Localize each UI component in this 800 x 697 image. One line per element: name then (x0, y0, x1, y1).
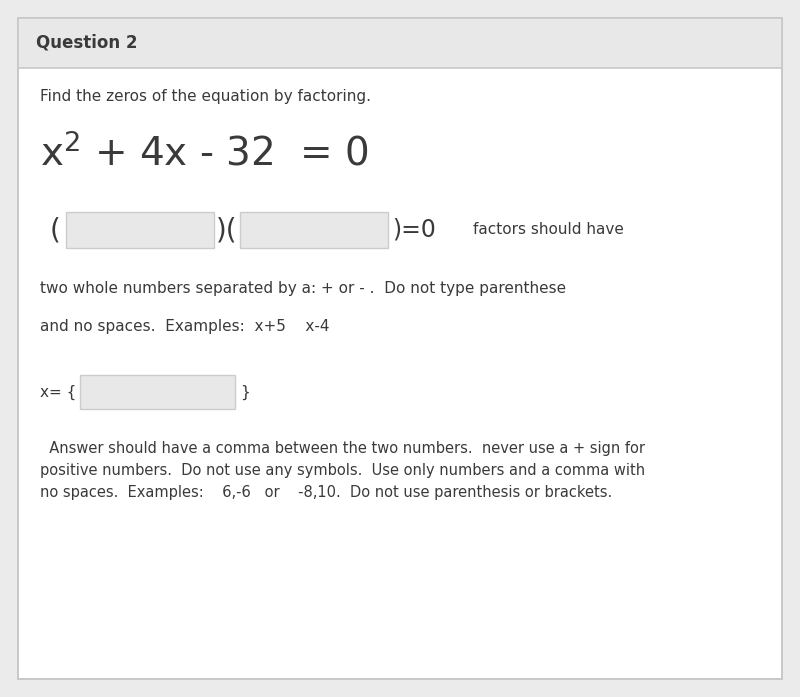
Text: }: } (240, 385, 250, 399)
Text: x= {: x= { (40, 385, 76, 399)
Text: )=0: )=0 (392, 218, 436, 242)
Text: two whole numbers separated by a: + or - .  Do not type parenthese: two whole numbers separated by a: + or -… (40, 282, 566, 296)
FancyBboxPatch shape (66, 212, 214, 248)
Text: positive numbers.  Do not use any symbols.  Use only numbers and a comma with: positive numbers. Do not use any symbols… (40, 464, 645, 479)
Text: )(: )( (216, 216, 238, 244)
Text: no spaces.  Examples:    6,-6   or    -8,10.  Do not use parenthesis or brackets: no spaces. Examples: 6,-6 or -8,10. Do n… (40, 486, 612, 500)
FancyBboxPatch shape (18, 18, 782, 68)
Text: factors should have: factors should have (473, 222, 624, 238)
FancyBboxPatch shape (80, 375, 235, 409)
Text: Question 2: Question 2 (36, 34, 138, 52)
FancyBboxPatch shape (18, 18, 782, 679)
Text: Answer should have a comma between the two numbers.  never use a + sign for: Answer should have a comma between the t… (40, 441, 645, 457)
Text: (: ( (50, 216, 61, 244)
Text: Find the zeros of the equation by factoring.: Find the zeros of the equation by factor… (40, 89, 371, 105)
Text: and no spaces.  Examples:  x+5    x-4: and no spaces. Examples: x+5 x-4 (40, 319, 330, 335)
FancyBboxPatch shape (240, 212, 388, 248)
Text: $\mathregular{x}$$^2$ + 4x - 32  = 0: $\mathregular{x}$$^2$ + 4x - 32 = 0 (40, 134, 369, 174)
